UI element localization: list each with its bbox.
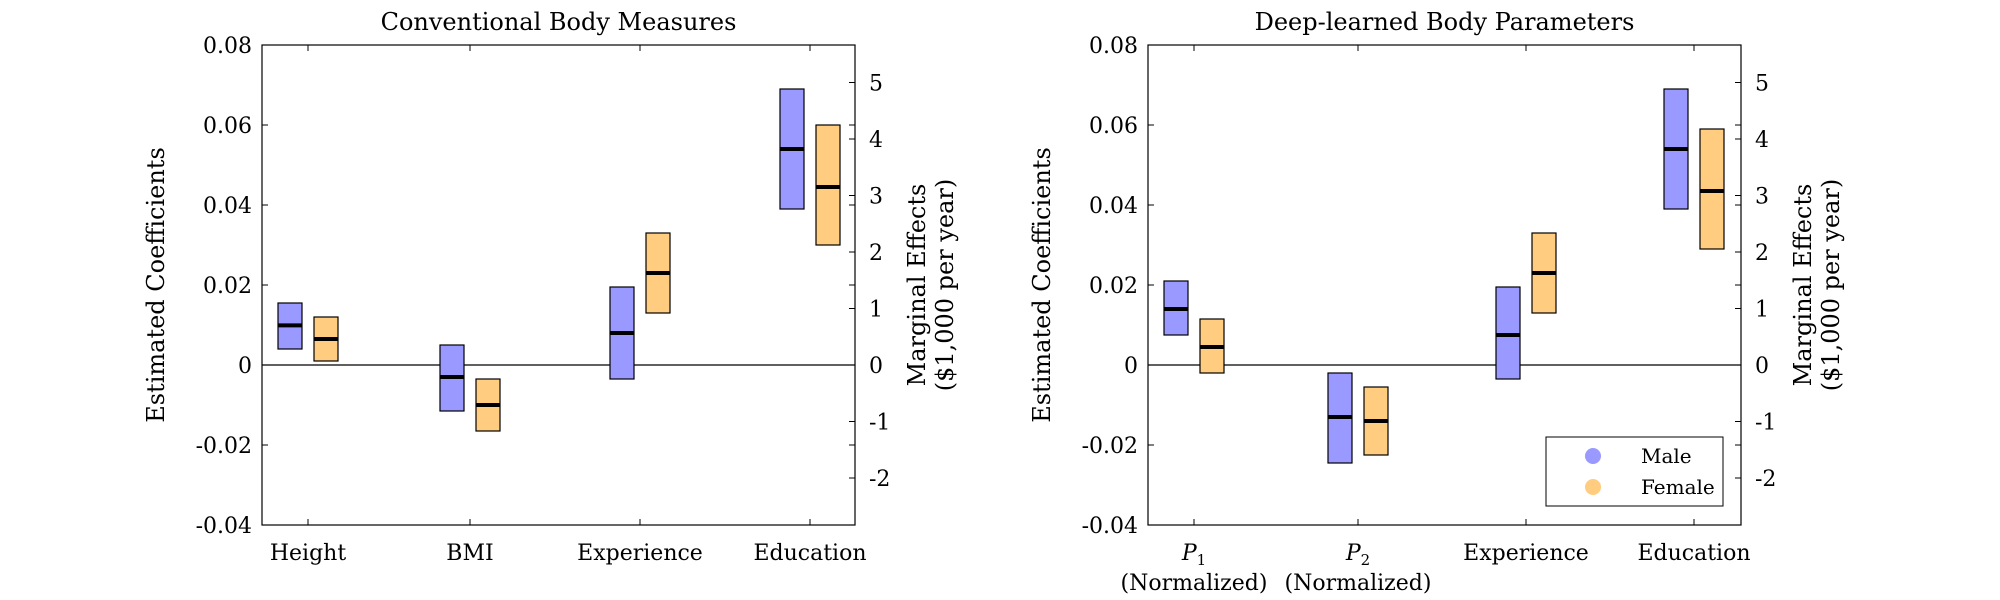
y2-tick-label: -2 xyxy=(1755,467,1776,492)
y-axis-label: Estimated Coefficients xyxy=(1028,147,1056,423)
y2-tick-label: 3 xyxy=(869,185,883,210)
y2-tick-label: 5 xyxy=(1755,72,1769,97)
y2-tick-label: 0 xyxy=(869,354,883,379)
y2-tick-label: -1 xyxy=(1755,411,1776,436)
legend-marker-female xyxy=(1585,479,1601,495)
x-tick-label: Experience xyxy=(1463,541,1589,566)
x-tick-label-line2: (Normalized) xyxy=(1285,571,1432,596)
x-tick-label: BMI xyxy=(446,541,493,566)
y2-tick-label: -1 xyxy=(869,411,890,436)
chart-panel-1: Conventional Body Measures 0.08 0.06 0.04 0.… xyxy=(142,8,959,566)
y-tick-label: 0.02 xyxy=(1089,274,1138,299)
y2-tick-label: 4 xyxy=(869,128,883,153)
plot-frame xyxy=(261,44,856,526)
x-tick-label: Education xyxy=(1637,541,1750,566)
y2-tick-label: 1 xyxy=(869,298,883,323)
y-tick-label: -0.02 xyxy=(1082,434,1138,459)
x-tick-label: P2 xyxy=(1345,541,1370,569)
y-tick-label: 0.06 xyxy=(203,114,252,139)
x-tick-label-main: P xyxy=(1181,541,1198,566)
y-tick-label: -0.02 xyxy=(196,434,252,459)
y-tick-label: 0.04 xyxy=(203,194,252,219)
y-tick-label: 0.08 xyxy=(203,34,252,59)
legend-label: Male xyxy=(1641,444,1692,468)
y2-tick-label: 1 xyxy=(1755,298,1769,323)
y-tick-label: -0.04 xyxy=(196,514,252,539)
x-tick-label: Height xyxy=(270,541,346,566)
y-tick-label: 0.06 xyxy=(1089,114,1138,139)
y-axis-label: Estimated Coefficients xyxy=(142,147,170,423)
x-tick-label-main: P xyxy=(1345,541,1362,566)
chart-panel-2: Deep-learned Body Parameters 0.08 0.06 0.04… xyxy=(1028,8,1845,596)
y2-tick-label: 0 xyxy=(1755,354,1769,379)
x-tick-label: Education xyxy=(753,541,866,566)
x-tick-label-subscript: 2 xyxy=(1361,551,1371,569)
chart-title: Conventional Body Measures xyxy=(381,8,737,36)
y2-tick-label: 5 xyxy=(869,72,883,97)
y2-tick-label: 4 xyxy=(1755,128,1769,153)
x-tick-label-line2: (Normalized) xyxy=(1121,571,1268,596)
y-tick-label: 0.02 xyxy=(203,274,252,299)
y2-tick-label: 2 xyxy=(1755,241,1769,266)
chart-title: Deep-learned Body Parameters xyxy=(1255,8,1635,36)
y2-axis-label: Marginal Effects xyxy=(1789,184,1817,387)
y-tick-label: 0.04 xyxy=(1089,194,1138,219)
y2-axis-label-units: ($1,000 per year) xyxy=(1817,179,1845,392)
y2-tick-label: -2 xyxy=(869,467,890,492)
y2-axis-label: Marginal Effects xyxy=(903,184,931,387)
y2-axis-label-units: ($1,000 per year) xyxy=(931,179,959,392)
legend-box xyxy=(1545,436,1724,507)
y-tick-label: -0.04 xyxy=(1082,514,1138,539)
y-tick-label: 0.08 xyxy=(1089,34,1138,59)
x-tick-label: Experience xyxy=(577,541,703,566)
x-tick-label-subscript: 1 xyxy=(1197,551,1207,569)
x-tick-label: P1 xyxy=(1181,541,1206,569)
legend-marker-male xyxy=(1585,448,1601,464)
y2-tick-label: 2 xyxy=(869,241,883,266)
legend-label: Female xyxy=(1641,475,1715,499)
y2-tick-label: 3 xyxy=(1755,185,1769,210)
legend: Male Female xyxy=(1545,436,1724,507)
y-tick-label: 0 xyxy=(1124,354,1138,379)
y-tick-label: 0 xyxy=(238,354,252,379)
